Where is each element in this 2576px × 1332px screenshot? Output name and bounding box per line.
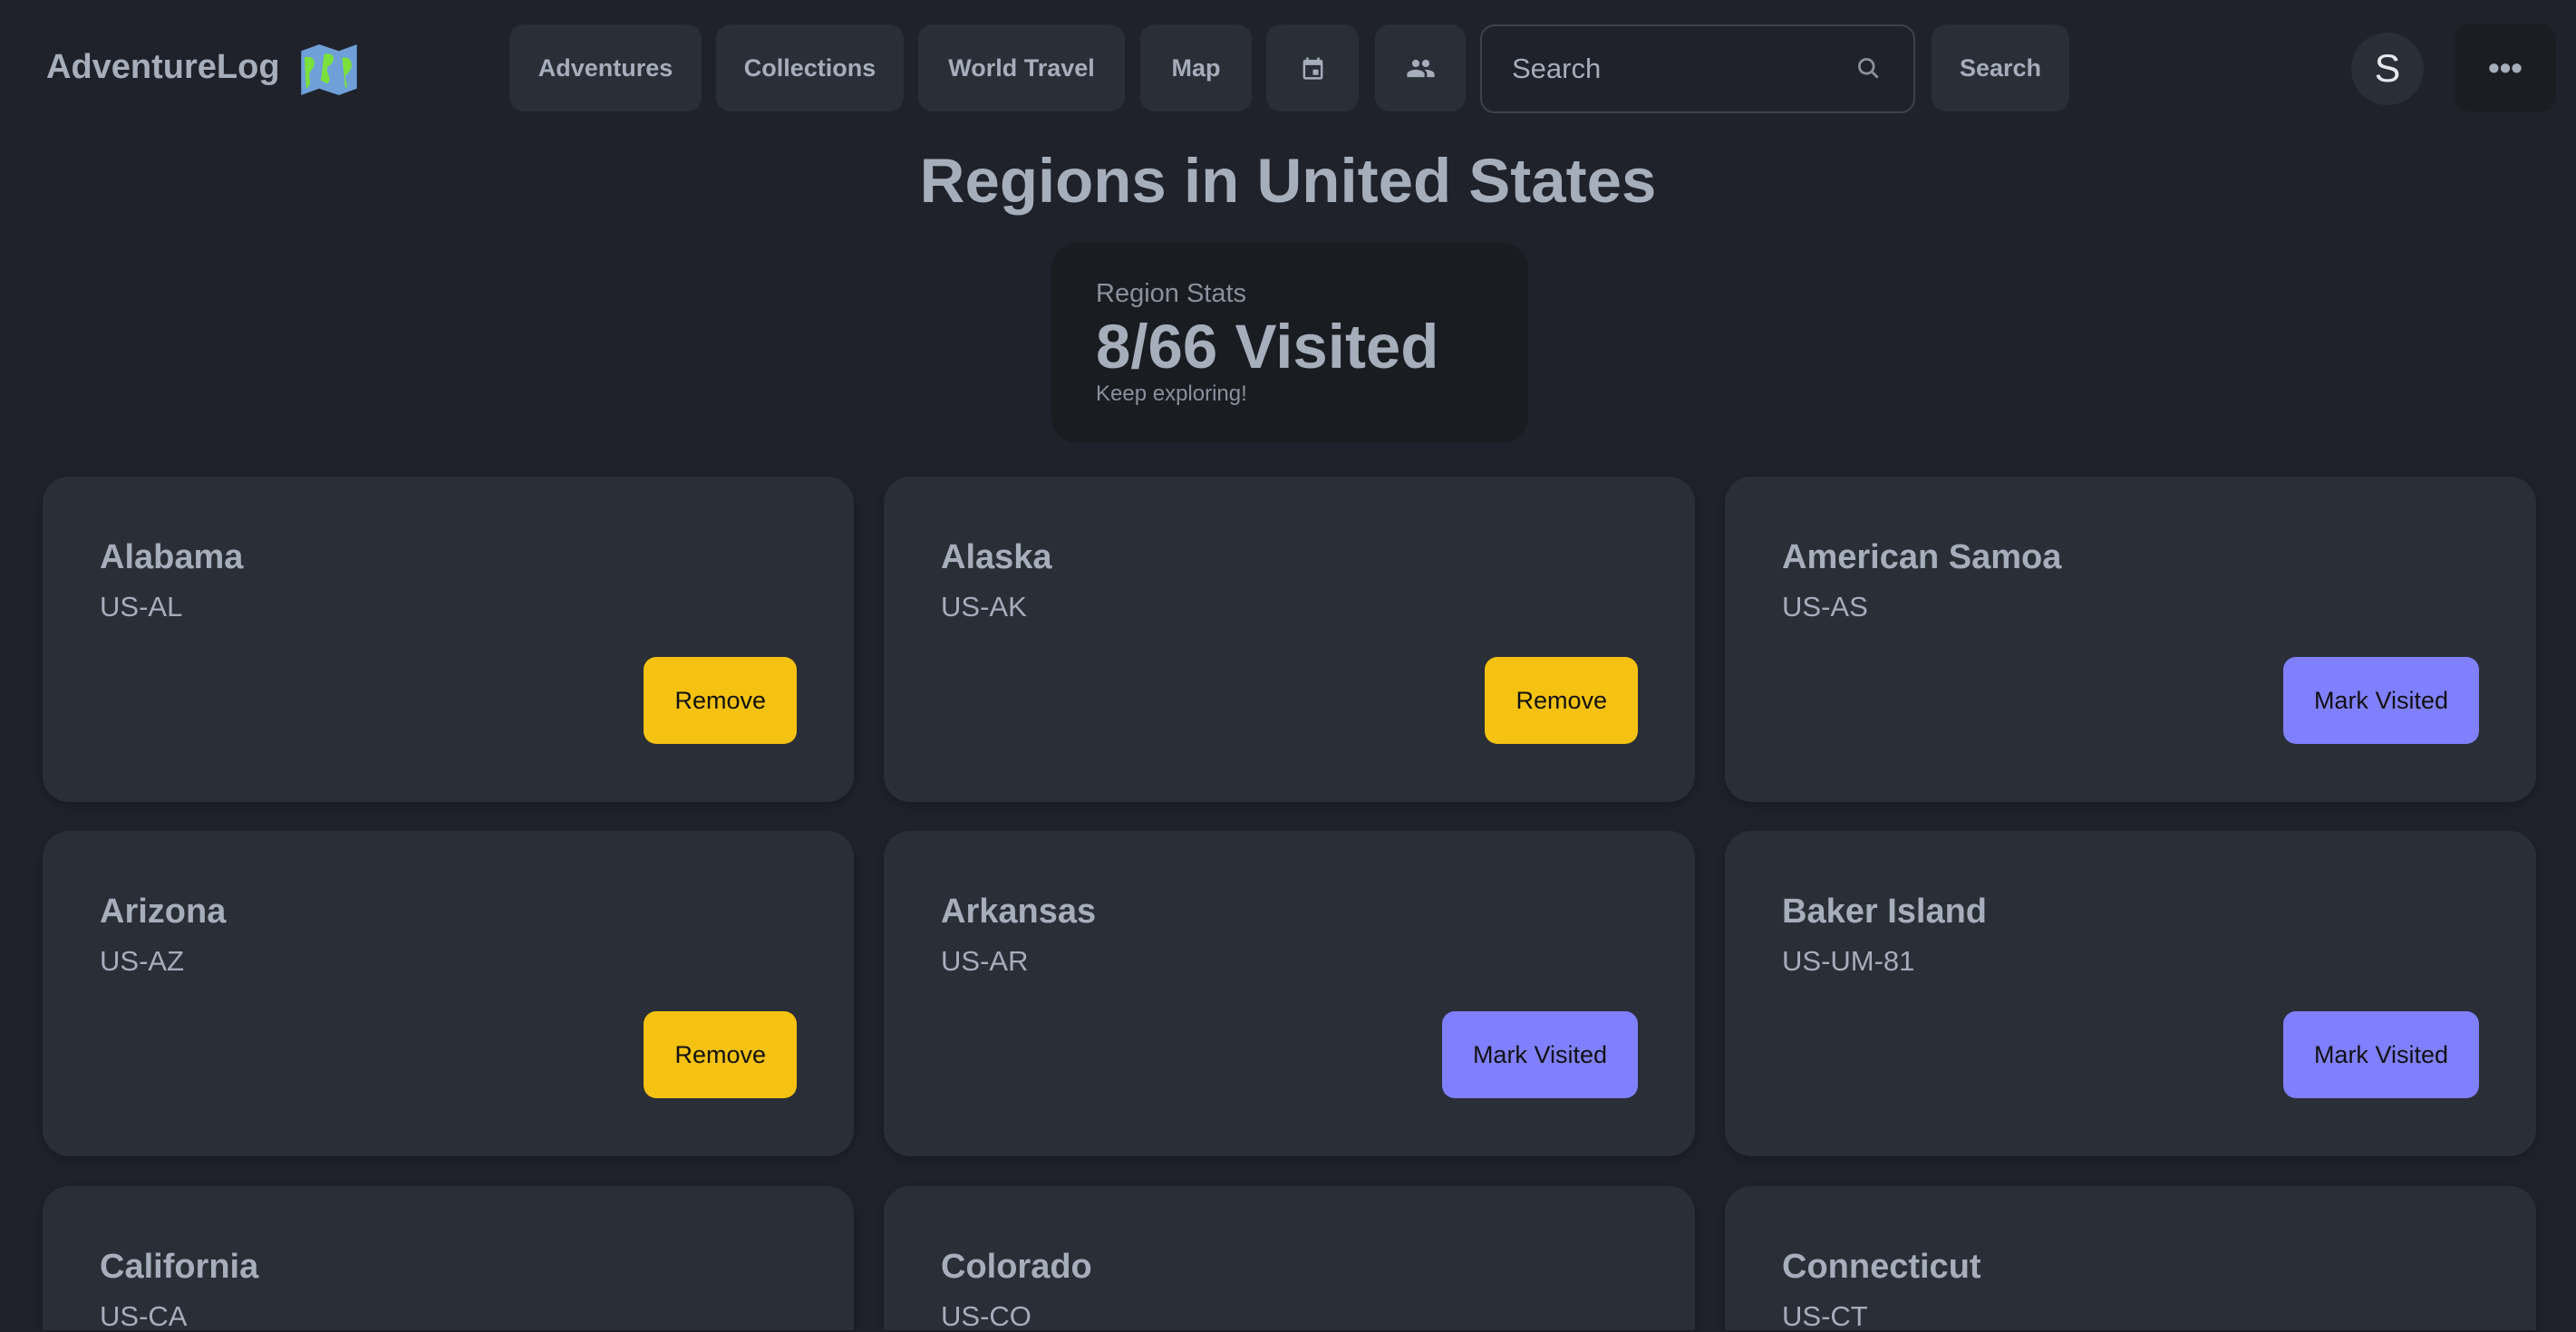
region-name: Baker Island xyxy=(1782,893,1987,931)
region-code: US-CO xyxy=(941,1300,1031,1332)
region-card: California US-CA xyxy=(43,1186,854,1330)
avatar[interactable]: S xyxy=(2351,33,2424,105)
mark-visited-button[interactable]: Mark Visited xyxy=(2282,657,2479,744)
brand-name[interactable]: AdventureLog xyxy=(46,48,280,86)
region-card: Alaska US-AK Remove xyxy=(884,477,1695,802)
users-icon xyxy=(1406,59,1435,77)
nav-collections[interactable]: Collections xyxy=(716,24,904,111)
region-code: US-AK xyxy=(941,591,1027,623)
region-card: Alabama US-AL Remove xyxy=(43,477,854,802)
region-card: Arkansas US-AR Mark Visited xyxy=(884,831,1695,1156)
search-placeholder: Search xyxy=(1512,53,1602,84)
search-input[interactable]: Search xyxy=(1480,24,1915,113)
mark-visited-button[interactable]: Mark Visited xyxy=(1441,1011,1638,1098)
map-logo-icon xyxy=(301,44,357,95)
page-title: Regions in United States xyxy=(919,146,1657,216)
region-code: US-AZ xyxy=(100,945,184,977)
region-card: Baker Island US-UM-81 Mark Visited xyxy=(1725,831,2536,1156)
region-code: US-CA xyxy=(100,1300,188,1332)
search-icon xyxy=(1857,57,1879,79)
remove-button[interactable]: Remove xyxy=(644,657,797,744)
region-stats: Region Stats 8/66 Visited Keep exploring… xyxy=(1051,243,1528,443)
region-name: Connecticut xyxy=(1782,1248,1981,1286)
region-card: Connecticut US-CT xyxy=(1725,1186,2536,1330)
calendar-button[interactable] xyxy=(1266,24,1359,111)
more-menu-button[interactable]: ••• xyxy=(2455,24,2556,111)
region-name: Alabama xyxy=(100,538,244,576)
region-code: US-UM-81 xyxy=(1782,945,1915,977)
region-name: Alaska xyxy=(941,538,1052,576)
nav-adventures[interactable]: Adventures xyxy=(509,24,702,111)
search-button[interactable]: Search xyxy=(1932,24,2069,111)
region-code: US-CT xyxy=(1782,1300,1868,1332)
calendar-icon xyxy=(1303,56,1322,80)
region-name: California xyxy=(100,1248,259,1286)
nav-world-travel[interactable]: World Travel xyxy=(918,24,1125,111)
remove-button[interactable]: Remove xyxy=(644,1011,797,1098)
region-code: US-AS xyxy=(1782,591,1868,623)
mark-visited-button[interactable]: Mark Visited xyxy=(2282,1011,2479,1098)
region-name: Arizona xyxy=(100,893,227,931)
region-card: American Samoa US-AS Mark Visited xyxy=(1725,477,2536,802)
stats-label: Region Stats xyxy=(1096,279,1247,308)
users-button[interactable] xyxy=(1375,24,1466,111)
region-name: Colorado xyxy=(941,1248,1092,1286)
remove-button[interactable]: Remove xyxy=(1485,657,1638,744)
region-code: US-AL xyxy=(100,591,183,623)
stats-value: 8/66 Visited xyxy=(1096,312,1439,381)
nav-map[interactable]: Map xyxy=(1140,24,1252,111)
region-name: American Samoa xyxy=(1782,538,2062,576)
stats-note: Keep exploring! xyxy=(1096,381,1247,406)
region-code: US-AR xyxy=(941,945,1029,977)
region-card: Arizona US-AZ Remove xyxy=(43,831,854,1156)
region-name: Arkansas xyxy=(941,893,1097,931)
region-card: Colorado US-CO xyxy=(884,1186,1695,1330)
